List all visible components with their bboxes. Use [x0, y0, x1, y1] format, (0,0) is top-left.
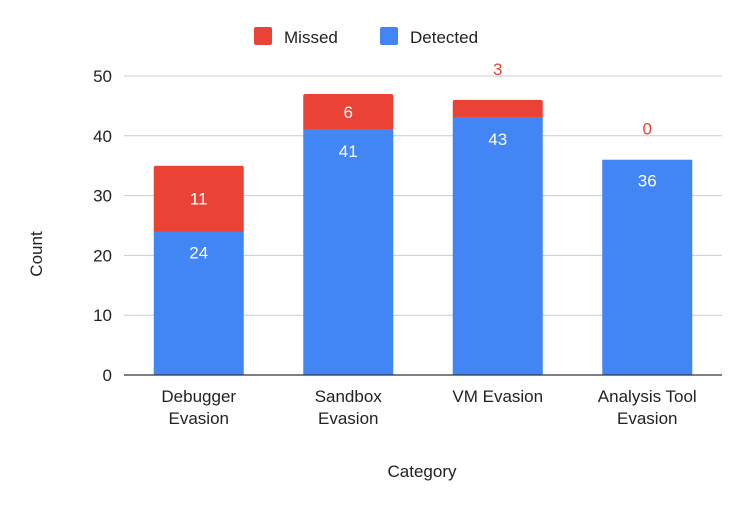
- legend-label-missed: Missed: [284, 28, 338, 47]
- y-tick-label: 10: [93, 306, 112, 325]
- data-label-detected: 24: [189, 243, 208, 262]
- y-tick-label: 20: [93, 246, 112, 265]
- x-category-label: Evasion: [169, 409, 229, 428]
- data-label-missed: 3: [493, 60, 502, 79]
- data-label-detected: 36: [638, 172, 657, 191]
- y-tick-label: 30: [93, 187, 112, 206]
- y-tick-label: 0: [103, 366, 112, 385]
- x-category-label: VM Evasion: [452, 387, 543, 406]
- bar-detected: [452, 117, 543, 376]
- bars: [124, 93, 722, 376]
- x-category-label: Debugger: [161, 387, 236, 406]
- legend: Missed Detected: [254, 27, 478, 47]
- bar-detected: [602, 159, 693, 375]
- data-label-detected: 41: [339, 142, 358, 161]
- x-axis-title: Category: [388, 462, 457, 481]
- data-label-missed: 6: [344, 103, 353, 122]
- y-axis-title: Count: [27, 231, 46, 277]
- bar-missed: [153, 165, 244, 232]
- data-label-missed: 0: [643, 120, 652, 139]
- y-axis-ticks: 0 10 20 30 40 50: [93, 67, 112, 385]
- x-axis-categories: Debugger Evasion Sandbox Evasion VM Evasion A…: [161, 387, 696, 428]
- x-category-label: Sandbox: [315, 387, 383, 406]
- bar-detected: [153, 231, 244, 375]
- data-labels: 24 11 41 6 43 3 36 0: [189, 60, 656, 263]
- x-category-label: Analysis Tool: [598, 387, 697, 406]
- data-label-detected: 43: [488, 130, 507, 149]
- x-category-label: Evasion: [318, 409, 378, 428]
- y-tick-label: 40: [93, 127, 112, 146]
- data-label-missed: 11: [190, 190, 208, 209]
- bar-missed: [452, 99, 543, 118]
- y-tick-label: 50: [93, 67, 112, 86]
- legend-swatch-missed: [254, 27, 272, 45]
- x-category-label: Evasion: [617, 409, 677, 428]
- legend-label-detected: Detected: [410, 28, 478, 47]
- bar-detected: [303, 129, 394, 375]
- bar-missed: [303, 93, 394, 130]
- legend-swatch-detected: [380, 27, 398, 45]
